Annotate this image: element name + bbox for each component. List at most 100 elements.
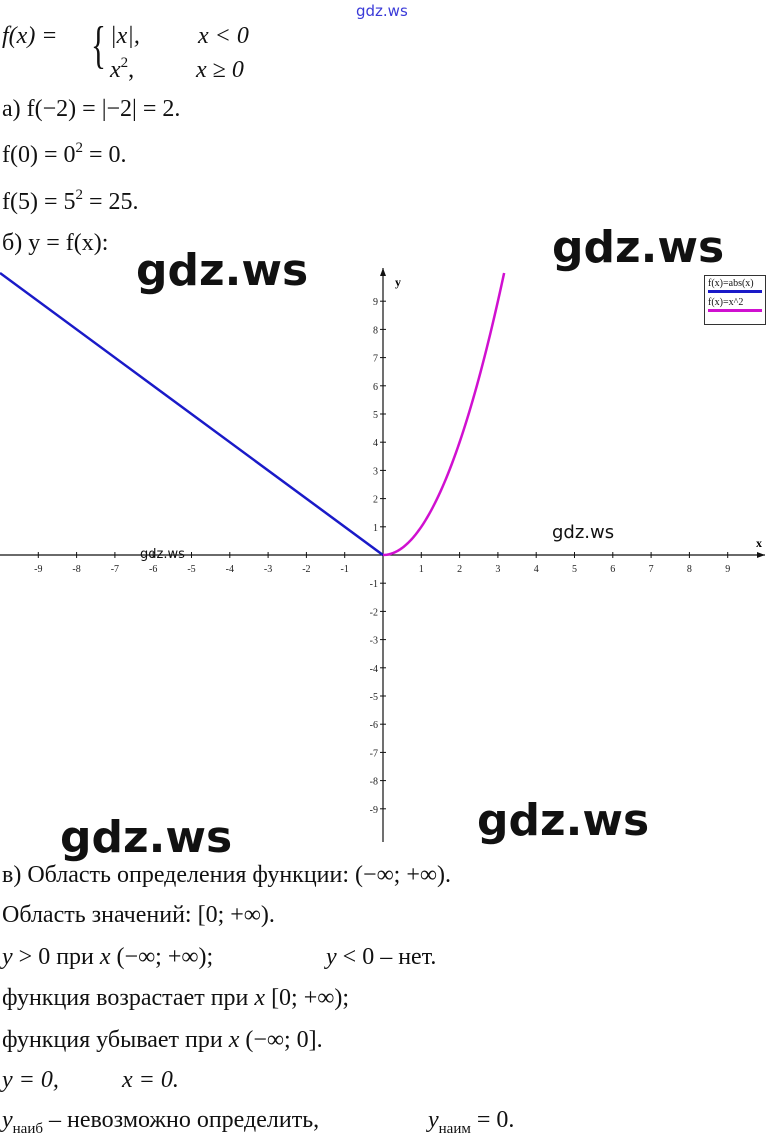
- text: < 0 – нет.: [336, 944, 437, 970]
- y-axis-label: y: [395, 275, 401, 289]
- case2-expr: x2,: [110, 56, 134, 84]
- case2-cond-text: x ≥ 0: [196, 57, 244, 83]
- text: (−∞; 0].: [239, 1027, 323, 1053]
- x-tick-label: -3: [264, 564, 272, 575]
- zeros-line-x: x = 0.: [122, 1066, 179, 1094]
- x-axis-label: x: [756, 536, 762, 550]
- case1-cond-text: x < 0: [198, 23, 249, 49]
- x-tick-label: -2: [302, 564, 310, 575]
- y-tick-label: 7: [373, 354, 378, 365]
- f5-exp: 2: [75, 187, 84, 203]
- x-tick-label: 2: [457, 564, 462, 575]
- text: > 0 при: [12, 944, 100, 970]
- y-tick-label: 9: [373, 297, 378, 308]
- x-zero: x = 0.: [122, 1067, 179, 1093]
- x-tick-label: -4: [226, 564, 234, 575]
- x-var: x: [254, 985, 266, 1011]
- extrema-line: yнаиб – невозможно определить,: [2, 1106, 320, 1137]
- case1-expr-text: |x|,: [110, 23, 140, 49]
- y-var: y: [428, 1107, 439, 1133]
- sign-line-positive: y > 0 при x (−∞; +∞);: [2, 943, 213, 971]
- part-a-line1: а) f(−2) = |−2| = 2.: [2, 96, 181, 122]
- text: – невозможно определить,: [43, 1107, 320, 1133]
- f0-post: = 0.: [83, 142, 127, 168]
- f0-pre: f(0) = 0: [2, 142, 76, 168]
- watermark: gdz.ws: [140, 547, 185, 562]
- x-tick-label: 5: [572, 564, 577, 575]
- text: (−∞; +∞);: [110, 944, 214, 970]
- text: функция убывает при: [2, 1027, 229, 1053]
- x-tick-label: 7: [649, 564, 654, 575]
- x-tick-label: -5: [187, 564, 195, 575]
- x-tick-label: 4: [534, 564, 539, 575]
- x-tick-label: 1: [419, 564, 424, 575]
- x-tick-label: -9: [34, 564, 42, 575]
- definition-lhs: f(x) =: [2, 23, 58, 49]
- increasing-line: функция возрастает при x [0; +∞);: [2, 984, 349, 1012]
- x-tick-label: 3: [495, 564, 500, 575]
- sign-line-negative: y < 0 – нет.: [326, 943, 436, 971]
- watermark: gdz.ws: [552, 222, 725, 273]
- decreasing-line: функция убывает при x (−∞; 0].: [2, 1026, 323, 1054]
- domain-line: в) Область определения функции: (−∞; +∞)…: [2, 862, 451, 888]
- watermark: gdz.ws: [552, 522, 615, 543]
- function-definition: f(x) =: [2, 22, 58, 50]
- y-tick-label: 4: [373, 438, 378, 449]
- case1-expr: |x|,: [110, 22, 140, 50]
- y-tick-label: 6: [373, 382, 378, 393]
- case2-comma: ,: [128, 57, 135, 83]
- case2-cond: x ≥ 0: [196, 56, 244, 84]
- y-axis-arrow: [380, 268, 386, 276]
- y-tick-label: 3: [373, 466, 378, 477]
- watermark: gdz.ws: [60, 812, 233, 863]
- y-zero: y = 0,: [2, 1067, 59, 1093]
- x-tick-label: -8: [72, 564, 80, 575]
- y-tick-label: 5: [373, 410, 378, 421]
- watermark: gdz.ws: [136, 245, 309, 296]
- y-tick-label: -8: [370, 777, 378, 788]
- case2-base: x: [110, 57, 121, 83]
- part-a-line3: f(5) = 52 = 25.: [2, 188, 139, 216]
- chart-legend: f(x)=abs(x) f(x)=x^2: [704, 275, 766, 325]
- x-tick-label: -7: [111, 564, 119, 575]
- f0-exp: 2: [75, 140, 84, 156]
- y-tick-label: 8: [373, 325, 378, 336]
- part-b-label: б) y = f(x):: [2, 230, 109, 256]
- y-var: y: [326, 944, 337, 970]
- subscript-max: наиб: [12, 1121, 44, 1137]
- y-var: y: [2, 944, 13, 970]
- range-line: Область значений: [0; +∞).: [2, 902, 275, 928]
- case2-exp: 2: [120, 55, 129, 71]
- text: = 0.: [470, 1107, 515, 1133]
- watermark: gdz.ws: [477, 795, 650, 846]
- y-tick-label: -3: [370, 636, 378, 647]
- x-tick-label: 9: [725, 564, 730, 575]
- text: [0; +∞);: [265, 985, 350, 1011]
- y-tick-label: -2: [370, 607, 378, 618]
- f5-pre: f(5) = 5: [2, 189, 76, 215]
- zeros-line-y: y = 0,: [2, 1066, 59, 1094]
- series-line-square: [382, 272, 506, 557]
- y-tick-label: -6: [370, 720, 378, 731]
- x-tick-label: -6: [149, 564, 157, 575]
- subscript-min: наим: [438, 1121, 471, 1137]
- y-tick-label: -9: [370, 805, 378, 816]
- x-var: x: [99, 944, 111, 970]
- x-tick-label: 6: [610, 564, 615, 575]
- y-tick-label: -1: [370, 579, 378, 590]
- f5-post: = 25.: [83, 189, 139, 215]
- y-var: y: [2, 1107, 13, 1133]
- x-var: x: [228, 1027, 240, 1053]
- x-tick-label: -1: [341, 564, 349, 575]
- watermark: gdz.ws: [356, 2, 408, 20]
- part-a-line2: f(0) = 02 = 0.: [2, 141, 127, 169]
- x-tick-label: 8: [687, 564, 692, 575]
- y-tick-label: -4: [370, 664, 378, 675]
- y-tick-label: 2: [373, 495, 378, 506]
- brace: {: [90, 17, 106, 74]
- series-line-abs: [0, 271, 384, 557]
- y-tick-label: -7: [370, 748, 378, 759]
- legend-swatch-square: [708, 309, 762, 312]
- legend-label-square: f(x)=x^2: [708, 297, 744, 308]
- text: функция возрастает при: [2, 985, 255, 1011]
